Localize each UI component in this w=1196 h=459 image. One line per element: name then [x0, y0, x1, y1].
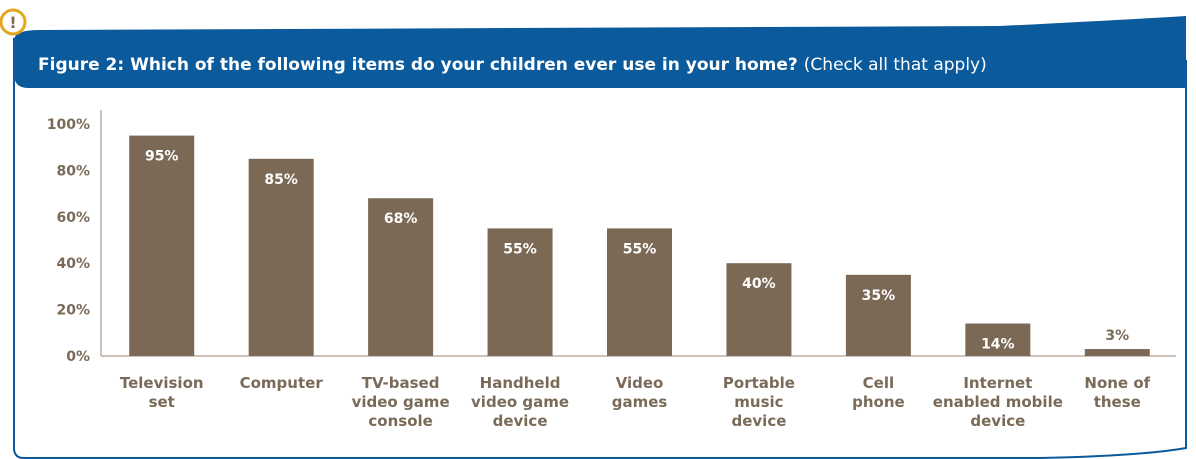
x-tick-label-line: games — [612, 393, 668, 411]
x-tick-label-line: music — [734, 393, 783, 411]
bar — [487, 228, 553, 356]
data-label: 3% — [1105, 328, 1129, 344]
x-tick-label: TV-based video game console — [352, 374, 450, 430]
bar — [248, 158, 314, 356]
y-tick-label: 80% — [56, 163, 90, 179]
y-tick-labels: 0% 20% 40% 60% 80% 100% — [47, 117, 90, 365]
x-tick-label-line: device — [731, 412, 786, 430]
bar — [607, 228, 672, 356]
bars: 95% 85% 68% 55% 55% 40% 35% 14% 3% — [129, 135, 1150, 356]
x-tick-label-line: None of — [1084, 374, 1150, 392]
figure-title: Figure 2: Which of the following items d… — [38, 55, 987, 75]
x-tick-label-line: video game — [352, 393, 450, 411]
y-tick-label: 20% — [56, 303, 90, 319]
x-tick-label: Computer — [240, 374, 324, 392]
bar — [845, 274, 911, 356]
data-label: 14% — [981, 337, 1015, 353]
alert-icon: ! — [0, 8, 27, 36]
x-tick-label-line: phone — [852, 393, 905, 411]
figure-title-note: (Check all that apply) — [804, 55, 987, 75]
x-tick-label-line: TV-based — [362, 374, 440, 392]
x-tick-label-line: device — [970, 412, 1025, 430]
x-tick-label-line: enabled mobile — [933, 393, 1063, 411]
x-tick-label: Internet enabled mobile device — [933, 374, 1063, 430]
figure-title-bold: Figure 2: Which of the following items d… — [38, 55, 798, 75]
x-tick-label: Television set — [120, 374, 204, 411]
x-tick-label-line: Video — [616, 374, 664, 392]
bar — [965, 323, 1031, 356]
y-tick-label: 60% — [56, 210, 90, 226]
bar — [726, 263, 792, 356]
x-tick-label: None of these — [1084, 374, 1150, 411]
data-label: 35% — [862, 288, 896, 304]
y-tick-label: 100% — [47, 117, 90, 133]
data-label: 40% — [742, 276, 776, 292]
x-tick-label: Handheld video game device — [471, 374, 569, 430]
bar — [1084, 349, 1150, 356]
x-tick-label-line: Handheld — [480, 374, 561, 392]
y-tick-label: 40% — [56, 256, 90, 272]
data-label: 68% — [384, 211, 418, 227]
title-band — [14, 16, 1186, 88]
data-label: 95% — [145, 149, 179, 165]
x-tick-label: Portable music device — [723, 374, 795, 430]
x-tick-label-line: Internet — [963, 374, 1032, 392]
x-tick-label-line: device — [493, 412, 548, 430]
figure-frame — [13, 38, 1187, 459]
data-label: 85% — [264, 172, 298, 188]
x-tick-label: Cell phone — [852, 374, 905, 411]
x-tick-label-line: set — [149, 393, 175, 411]
x-tick-label-line: console — [368, 412, 432, 430]
x-tick-label-line: Computer — [240, 374, 324, 392]
data-label: 55% — [503, 241, 537, 257]
x-tick-label-line: Cell — [863, 374, 894, 392]
x-tick-label-line: Portable — [723, 374, 795, 392]
bar — [368, 198, 434, 356]
y-tick-label: 0% — [66, 349, 90, 365]
data-label: 55% — [623, 241, 657, 257]
x-tick-label-line: video game — [471, 393, 569, 411]
x-tick-label-line: these — [1094, 393, 1141, 411]
x-tick-label: Video games — [612, 374, 668, 411]
bar — [129, 135, 195, 356]
alert-mark: ! — [9, 13, 16, 32]
x-tick-label-line: Television — [120, 374, 204, 392]
